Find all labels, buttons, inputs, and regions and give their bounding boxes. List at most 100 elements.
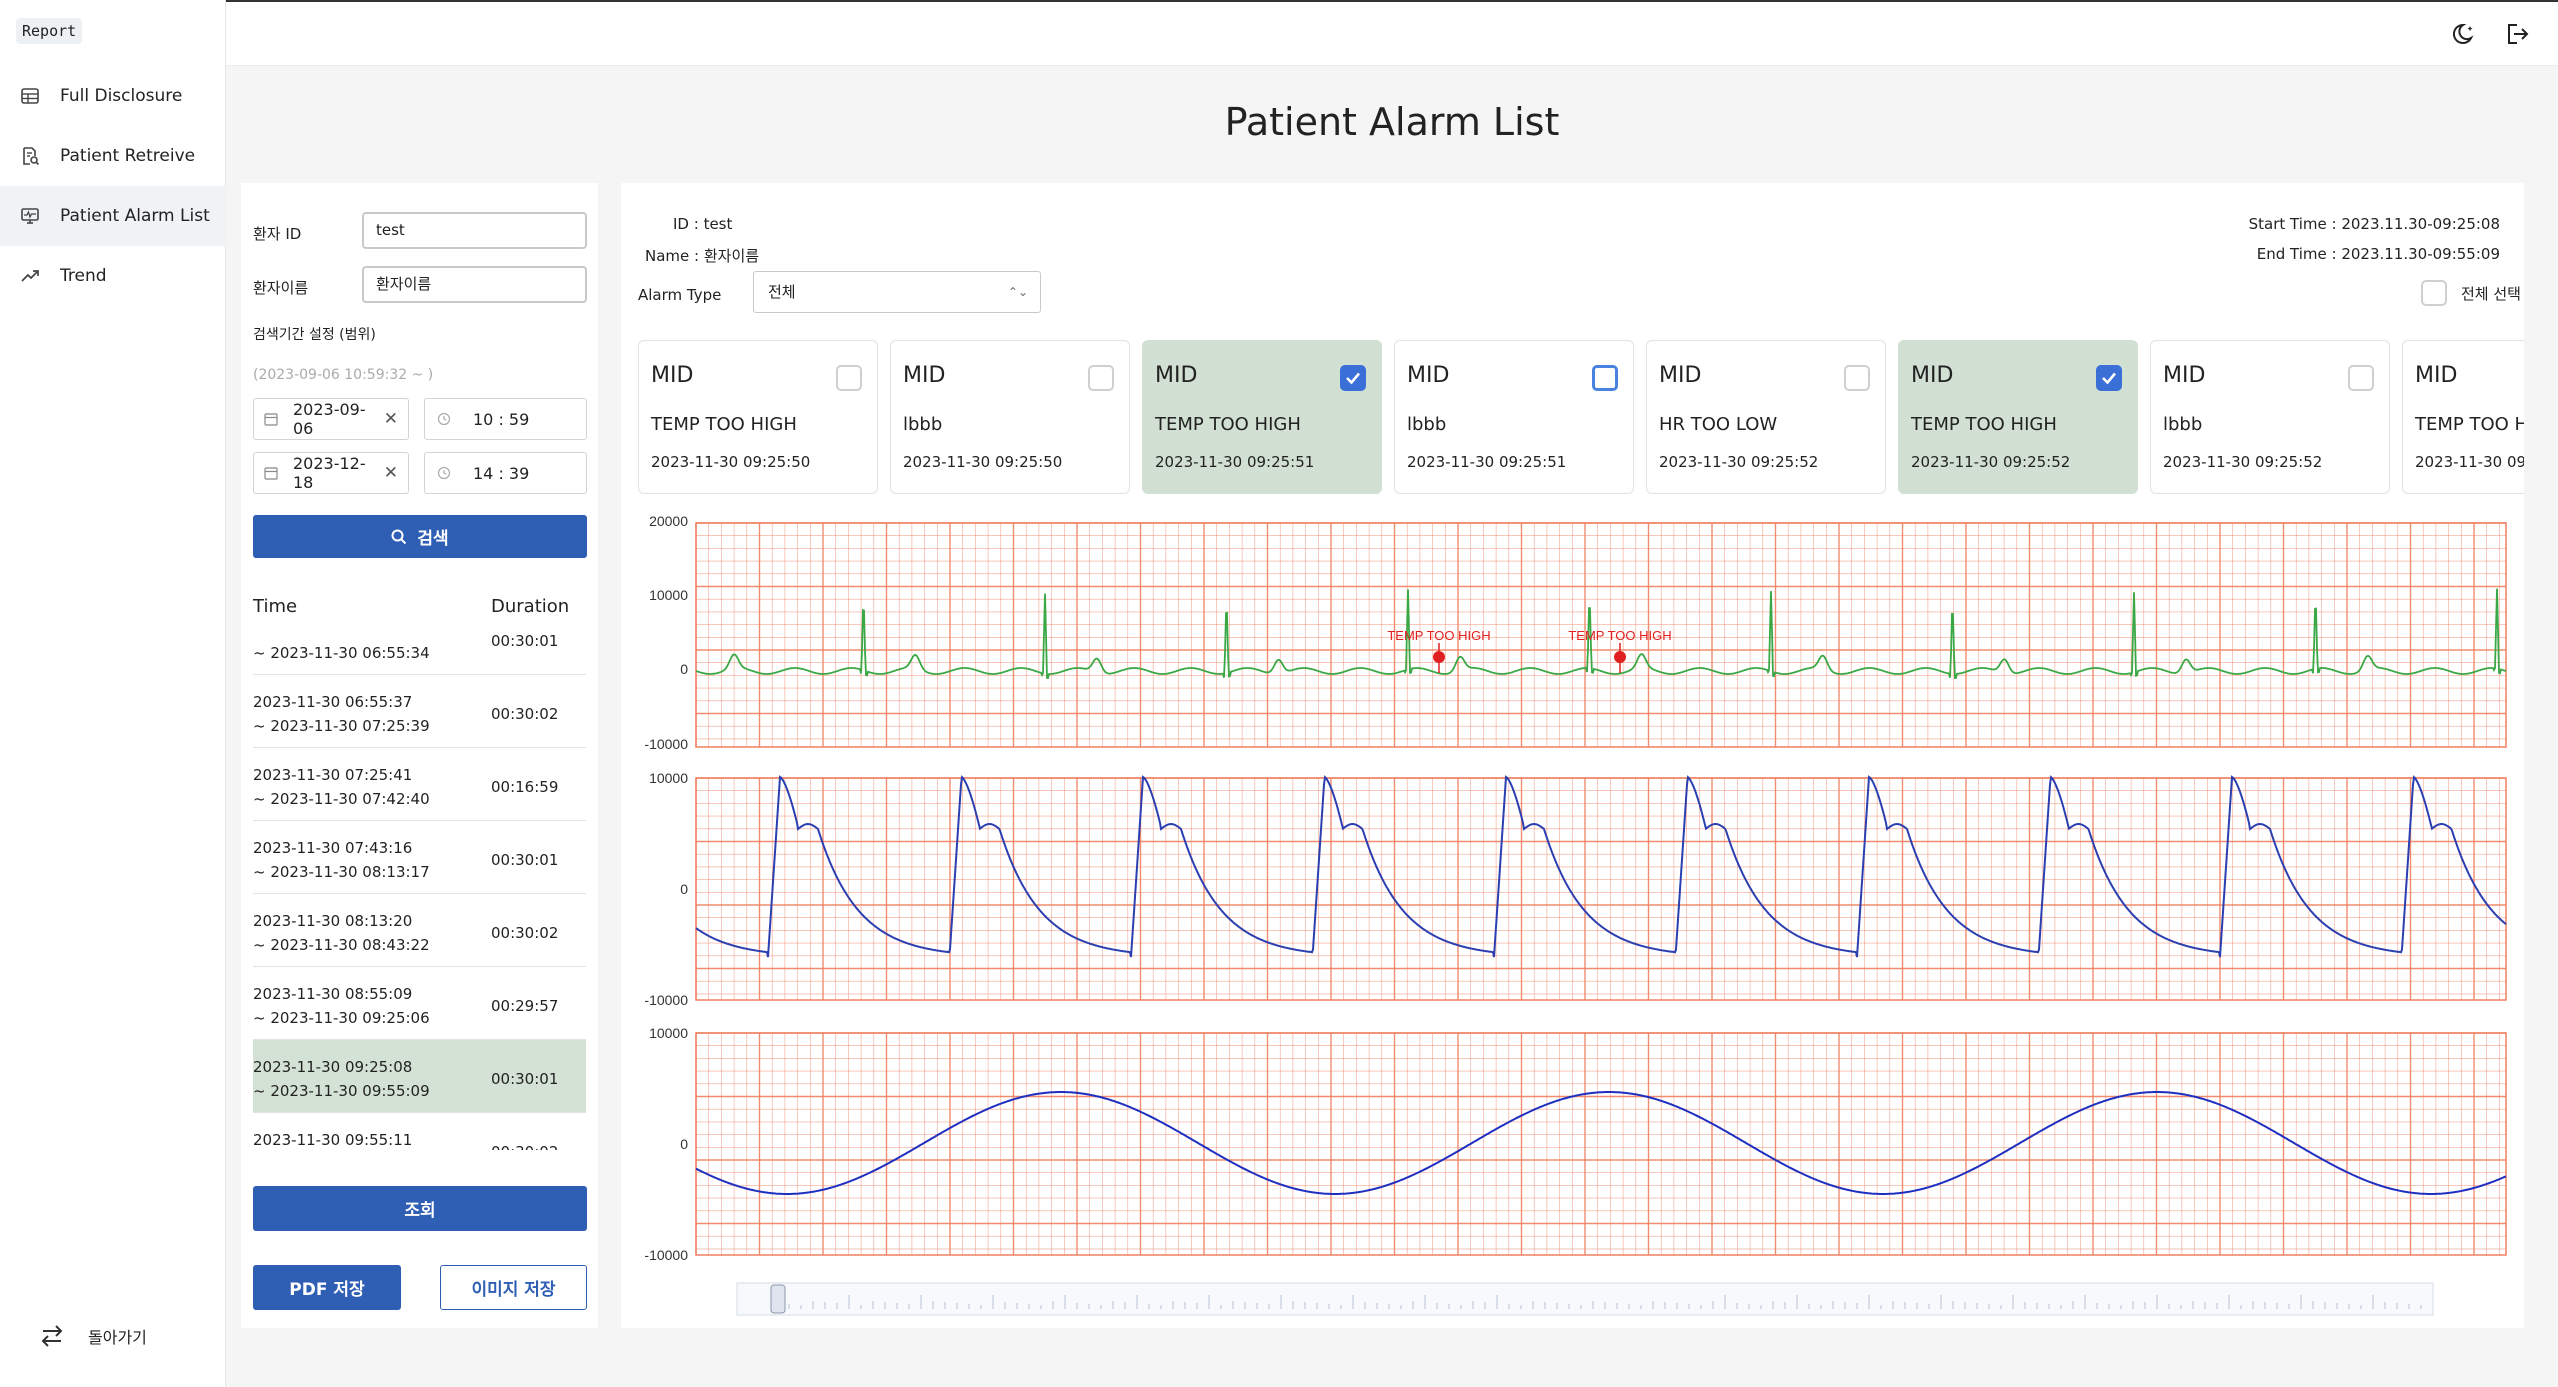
alarm-type: TEMP TOO HIGH	[1155, 414, 1301, 435]
session-row[interactable]: 2023-11-30 09:25:08 ~ 2023-11-30 09:55:09…	[253, 1040, 586, 1113]
app-logo: Report	[16, 18, 83, 44]
sidebar-item-label: Trend	[60, 266, 107, 286]
time-column-header: Time	[253, 596, 298, 617]
back-button[interactable]: 돌아가기	[38, 1322, 147, 1350]
session-end: ~ 2023-11-30 09:55:09	[253, 1082, 430, 1100]
search-button-label: 검색	[417, 529, 449, 549]
patient-id-input[interactable]: test	[362, 212, 587, 249]
session-start: 2023-11-30 06:55:37	[253, 693, 413, 711]
session-start: 2023-11-30 07:43:16	[253, 839, 413, 857]
alarm-type: HR TOO LOW	[1659, 414, 1778, 435]
alarm-card[interactable]: MID TEMP TOO HIGH 2023-11-30 09:25:51	[1142, 340, 1382, 494]
timeline-navigator[interactable]	[736, 1282, 2434, 1316]
sessions-list[interactable]: ~ 2023-11-30 06:55:34 00:30:01 2023-11-30 …	[253, 620, 598, 1150]
session-row[interactable]: 2023-11-30 06:55:37 ~ 2023-11-30 07:25:39…	[253, 675, 586, 748]
sidebar-item-trend[interactable]: Trend	[0, 246, 226, 306]
session-end: ~ 2023-11-30 07:25:39	[253, 717, 430, 735]
alarm-card[interactable]: MID TEMP TOO HIGH 2023-11-30 09:25:52	[1898, 340, 2138, 494]
calendar-icon	[264, 413, 278, 426]
sidebar-item-patient-alarm-list[interactable]: Patient Alarm List	[0, 186, 226, 246]
alarm-card[interactable]: MID TEMP TOO HIGH 2023-11-30 09:25:50	[638, 340, 878, 494]
clock-icon	[437, 466, 451, 480]
search-button[interactable]: 검색	[253, 515, 587, 558]
session-row[interactable]: ~ 2023-11-30 06:55:34 00:30:01	[253, 620, 586, 675]
alarm-type: lbbb	[2163, 414, 2203, 435]
alarm-card[interactable]: MID lbbb 2023-11-30 09:25:50	[890, 340, 1130, 494]
alarm-level: MID	[2163, 363, 2206, 388]
start-date-picker[interactable]: 2023-09-06 ✕	[253, 398, 409, 440]
start-date-value: 2023-09-06	[293, 400, 366, 438]
select-all-checkbox[interactable]	[2421, 280, 2447, 306]
session-row[interactable]: 2023-11-30 07:43:16 ~ 2023-11-30 08:13:17…	[253, 821, 586, 894]
sidebar-item-label: Patient Alarm List	[60, 206, 210, 226]
patient-id-label: 환자 ID	[253, 225, 302, 243]
alarm-checkbox[interactable]	[2348, 365, 2374, 391]
clear-icon[interactable]: ✕	[383, 409, 398, 429]
alarm-card[interactable]: MID TEMP TOO HI 2023-11-30 09:2	[2402, 340, 2524, 494]
alarm-card[interactable]: MID lbbb 2023-11-30 09:25:51	[1394, 340, 1634, 494]
alarm-checkbox[interactable]	[2096, 365, 2122, 391]
pleth-trace	[695, 775, 2507, 958]
alarm-checkbox[interactable]	[1088, 365, 1114, 391]
table-icon	[21, 88, 39, 104]
session-duration: 00:29:57	[491, 997, 559, 1015]
sidebar-item-full-disclosure[interactable]: Full Disclosure	[0, 66, 226, 126]
end-time-picker[interactable]: 14 : 39	[424, 452, 587, 494]
select-all-label: 전체 선택	[2461, 285, 2521, 303]
sidebar: Report Full Disclosure Patient Retreive …	[0, 0, 226, 1387]
end-time-value: 14 : 39	[473, 463, 530, 483]
start-time-picker[interactable]: 10 : 59	[424, 398, 587, 440]
alarm-checkbox[interactable]	[1340, 365, 1366, 391]
logout-icon[interactable]	[2503, 20, 2531, 48]
resp-trace	[695, 1091, 2507, 1195]
alarm-card[interactable]: MID HR TOO LOW 2023-11-30 09:25:52	[1646, 340, 1886, 494]
alarm-level: MID	[1659, 363, 1702, 388]
session-end: ~ 2023-11-30 08:13:17	[253, 863, 430, 881]
start-time-text: Start Time : 2023.11.30-09:25:08	[2248, 215, 2500, 233]
clear-icon[interactable]: ✕	[383, 463, 398, 483]
end-date-value: 2023-12-18	[293, 454, 366, 492]
end-date-picker[interactable]: 2023-12-18 ✕	[253, 452, 409, 494]
calendar-icon	[264, 467, 278, 480]
session-duration: 00:16:59	[491, 778, 559, 796]
session-duration: 00:30:01	[491, 632, 559, 650]
waveform-charts: 20000 10000 0 -10000 TEMP TOO HIGH TEMP TOO H…	[644, 513, 2507, 1316]
moon-icon[interactable]	[2451, 20, 2479, 48]
alarm-type: lbbb	[1407, 414, 1447, 435]
session-start: 2023-11-30 08:13:20	[253, 912, 413, 930]
alarm-time: 2023-11-30 09:25:52	[1659, 453, 1819, 471]
ecg-trace	[695, 588, 2507, 679]
alarm-level: MID	[1155, 363, 1198, 388]
alarm-checkbox[interactable]	[836, 365, 862, 391]
session-end: ~ 2023-11-30 07:42:40	[253, 790, 430, 808]
alarm-level: MID	[651, 363, 694, 388]
session-row[interactable]: 2023-11-30 08:13:20 ~ 2023-11-30 08:43:22…	[253, 894, 586, 967]
alarm-card[interactable]: MID lbbb 2023-11-30 09:25:52	[2150, 340, 2390, 494]
pdf-save-button[interactable]: PDF 저장	[253, 1265, 401, 1310]
alarm-type: TEMP TOO HIGH	[1911, 414, 2057, 435]
session-row[interactable]: 2023-11-30 09:55:11~ 2023-11-30 10:25:13…	[253, 1113, 586, 1150]
patient-name-label: 환자이름	[253, 279, 309, 297]
alarm-checkbox[interactable]	[1592, 365, 1618, 391]
patient-name-input[interactable]: 환자이름	[362, 266, 587, 303]
session-duration: 00:30:02	[491, 1143, 558, 1150]
alarm-time: 2023-11-30 09:25:52	[1911, 453, 2071, 471]
navigator-handle[interactable]	[770, 1284, 786, 1314]
query-button[interactable]: 조회	[253, 1186, 587, 1231]
alarm-marker-label: TEMP TOO HIGH	[1568, 628, 1671, 643]
y-tick-label: 10000	[649, 587, 688, 603]
monitor-icon	[21, 208, 39, 224]
alarm-time: 2023-11-30 09:25:51	[1407, 453, 1567, 471]
session-end: ~ 2023-11-30 08:43:22	[253, 936, 430, 954]
y-tick-label: 0	[680, 661, 688, 677]
alarm-type-select[interactable]: 전체 ⌃⌄	[753, 271, 1041, 313]
alarm-level: MID	[2415, 363, 2458, 388]
image-save-button[interactable]: 이미지 저장	[440, 1265, 587, 1310]
sidebar-item-patient-retreive[interactable]: Patient Retreive	[0, 126, 226, 186]
alarm-checkbox[interactable]	[1844, 365, 1870, 391]
session-row[interactable]: 2023-11-30 08:55:09 ~ 2023-11-30 09:25:06…	[253, 967, 586, 1040]
session-start: 2023-11-30 09:25:08	[253, 1058, 413, 1076]
session-start: 2023-11-30 07:25:41	[253, 766, 413, 784]
session-row[interactable]: 2023-11-30 07:25:41 ~ 2023-11-30 07:42:40…	[253, 748, 586, 821]
alarm-type: TEMP TOO HI	[2415, 414, 2524, 435]
